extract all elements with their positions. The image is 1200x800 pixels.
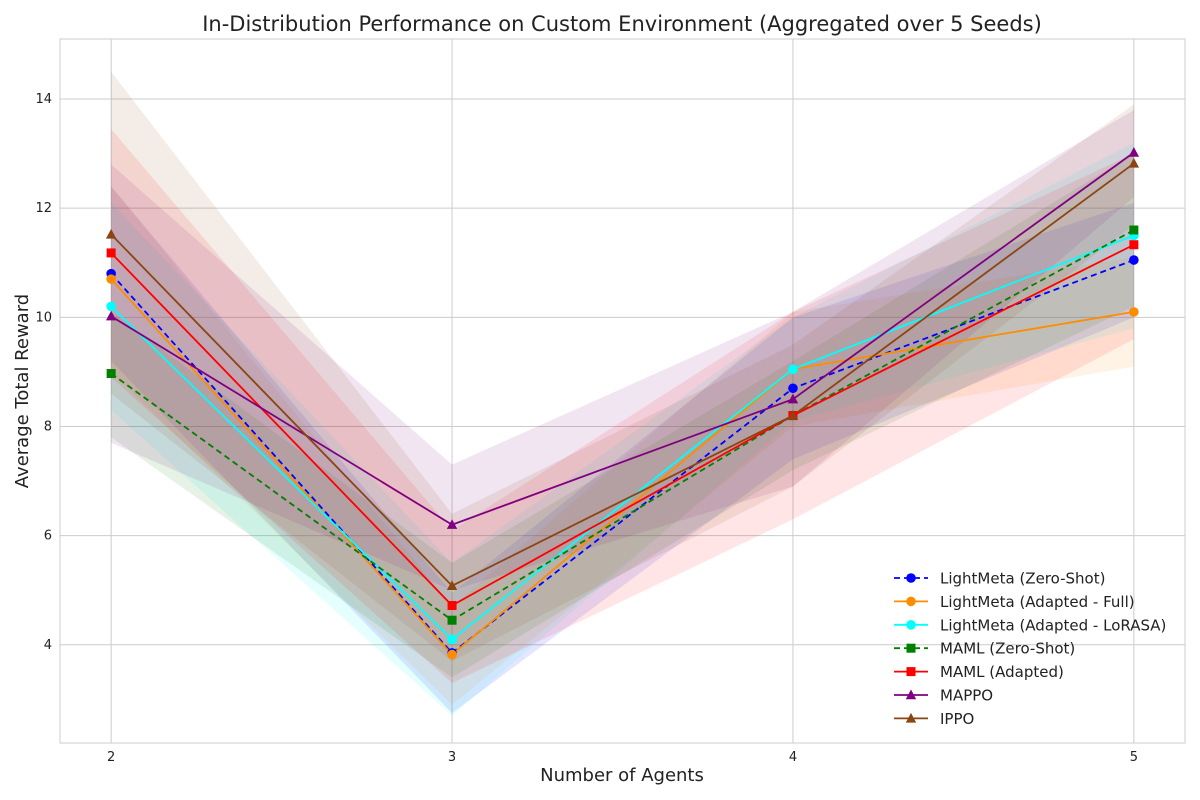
legend-entry: MAML (Zero-Shot) bbox=[940, 640, 1075, 658]
legend-marker bbox=[905, 689, 917, 700]
x-tick-label: 4 bbox=[789, 750, 797, 765]
data-point bbox=[1128, 147, 1140, 157]
legend-marker bbox=[906, 643, 916, 653]
series-line bbox=[110, 151, 1135, 526]
confidence-band bbox=[111, 71, 1134, 662]
data-point bbox=[106, 301, 116, 312]
data-point bbox=[788, 383, 798, 394]
data-point bbox=[447, 649, 457, 660]
data-point bbox=[105, 310, 117, 321]
data-point bbox=[1129, 307, 1139, 317]
legend-entry: MAPPO bbox=[940, 687, 993, 705]
legend: LightMeta (Zero-Shot) LightMeta (Adapted … bbox=[894, 570, 1166, 728]
confidence-band bbox=[111, 186, 1134, 713]
x-tick-labels: 2 3 4 5 bbox=[107, 750, 1138, 765]
legend-entry: IPPO bbox=[940, 710, 974, 728]
legend-marker bbox=[906, 667, 916, 677]
confidence-band bbox=[111, 186, 1134, 705]
y-tick-labels: 4 6 8 10 12 14 bbox=[35, 92, 52, 653]
data-point bbox=[447, 615, 457, 625]
data-point bbox=[446, 519, 458, 529]
series-line bbox=[110, 243, 1135, 607]
series-lines bbox=[110, 151, 1135, 656]
y-tick-label: 4 bbox=[44, 638, 52, 653]
series-line bbox=[110, 259, 1135, 655]
x-axis-label: Number of Agents bbox=[540, 765, 704, 786]
data-point bbox=[105, 228, 117, 239]
grid-lines bbox=[60, 39, 1185, 743]
x-tick-label: 3 bbox=[448, 750, 456, 765]
y-tick-label: 8 bbox=[44, 419, 52, 434]
y-tick-label: 14 bbox=[35, 92, 52, 107]
data-point bbox=[446, 580, 458, 591]
data-point bbox=[787, 410, 799, 420]
legend-marker bbox=[905, 712, 917, 723]
series-line bbox=[110, 234, 1135, 641]
data-point bbox=[106, 248, 116, 258]
data-point bbox=[447, 600, 457, 610]
x-tick-label: 5 bbox=[1130, 750, 1138, 765]
data-point bbox=[447, 634, 457, 645]
data-markers bbox=[105, 147, 1140, 660]
legend-marker bbox=[906, 620, 916, 630]
data-point bbox=[1128, 157, 1140, 168]
series-line bbox=[110, 229, 1135, 622]
plot-area bbox=[59, 38, 1186, 744]
legend-entry: LightMeta (Zero-Shot) bbox=[940, 570, 1105, 588]
x-tick-label: 2 bbox=[107, 750, 115, 765]
data-point bbox=[1129, 255, 1139, 265]
legend-marker bbox=[906, 596, 916, 607]
confidence-band bbox=[111, 153, 1134, 678]
y-tick-label: 12 bbox=[35, 201, 52, 216]
y-tick-label: 10 bbox=[35, 310, 52, 325]
y-axis-label: Average Total Reward bbox=[12, 294, 33, 488]
series-line bbox=[110, 162, 1135, 587]
data-point bbox=[106, 369, 116, 379]
confidence-band bbox=[111, 109, 1134, 591]
legend-entry: LightMeta (Adapted - Full) bbox=[940, 593, 1135, 611]
confidence-bands bbox=[111, 71, 1134, 716]
data-point bbox=[788, 364, 798, 374]
chart-title: In-Distribution Performance on Custom En… bbox=[202, 12, 1042, 36]
legend-entry: MAML (Adapted) bbox=[940, 663, 1064, 681]
legend-entry: LightMeta (Adapted - LoRASA) bbox=[940, 616, 1166, 634]
data-point bbox=[1129, 225, 1139, 235]
confidence-band bbox=[111, 129, 1134, 683]
legend-marker bbox=[906, 573, 916, 583]
data-point bbox=[106, 274, 116, 284]
series-line bbox=[110, 278, 1135, 656]
data-point bbox=[787, 393, 799, 404]
data-point bbox=[1129, 240, 1139, 250]
y-tick-label: 6 bbox=[44, 529, 52, 544]
confidence-band bbox=[111, 142, 1134, 716]
